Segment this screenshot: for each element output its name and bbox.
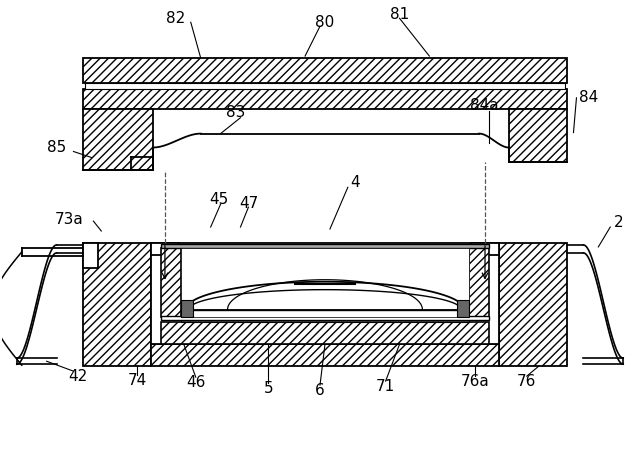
Text: 71: 71 <box>376 379 396 394</box>
Bar <box>457 300 469 318</box>
Bar <box>83 109 153 170</box>
Bar <box>161 316 489 320</box>
Text: 42: 42 <box>68 368 87 384</box>
Text: 5: 5 <box>264 381 273 396</box>
Bar <box>161 248 181 318</box>
Bar <box>151 344 499 366</box>
Text: 84a: 84a <box>470 98 499 113</box>
Bar <box>161 244 489 248</box>
Text: 76a: 76a <box>461 374 490 389</box>
Bar <box>83 243 99 268</box>
Text: 45: 45 <box>209 192 228 207</box>
Bar <box>471 243 499 255</box>
Bar <box>83 89 566 109</box>
Text: 46: 46 <box>186 375 205 389</box>
Text: 82: 82 <box>166 11 186 26</box>
Text: 84: 84 <box>579 90 598 106</box>
Bar <box>181 318 469 323</box>
Bar <box>151 243 179 255</box>
Text: 47: 47 <box>239 196 258 211</box>
Text: 4: 4 <box>350 175 360 190</box>
Bar <box>151 243 499 344</box>
Bar <box>83 58 566 83</box>
Text: 81: 81 <box>390 7 409 22</box>
Bar <box>181 300 193 318</box>
Text: 85: 85 <box>47 140 66 155</box>
Text: 76: 76 <box>517 374 536 389</box>
Bar <box>499 243 566 366</box>
Text: 83: 83 <box>226 105 245 120</box>
Bar <box>181 248 469 318</box>
Bar <box>83 243 151 366</box>
Text: 2: 2 <box>613 214 623 230</box>
Text: 6: 6 <box>315 382 325 397</box>
Text: 74: 74 <box>127 373 147 388</box>
Bar <box>85 83 564 89</box>
Bar <box>509 109 566 163</box>
Bar <box>469 248 489 318</box>
Bar <box>161 323 489 344</box>
Text: 80: 80 <box>316 15 335 30</box>
Text: 73a: 73a <box>55 212 84 226</box>
